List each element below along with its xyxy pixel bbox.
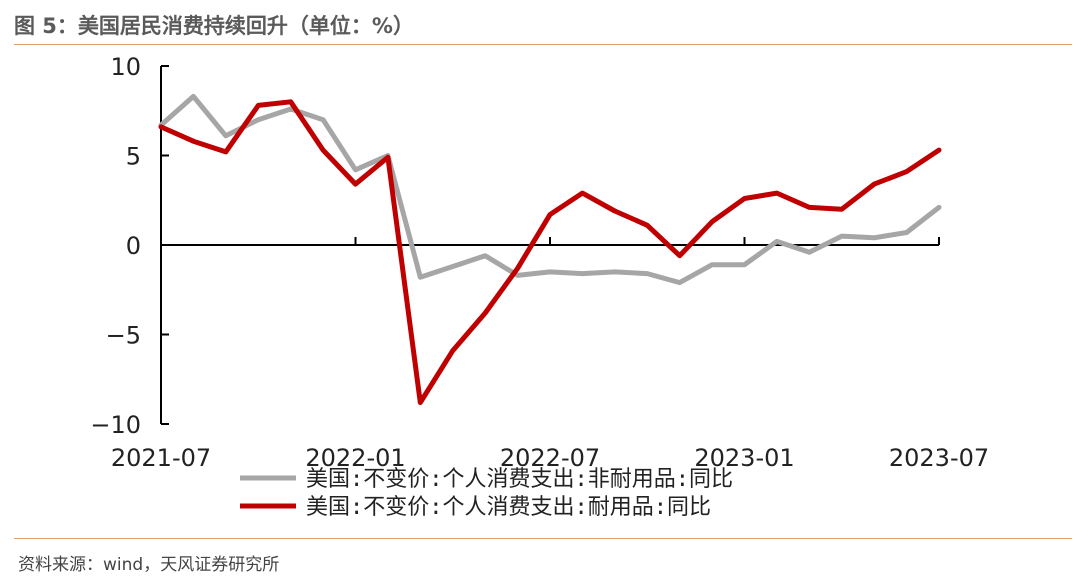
- legend-label: 美国:不变价:个人消费支出:非耐用品:同比: [306, 467, 733, 492]
- series-line-nondurable: [158, 93, 942, 286]
- y-tick-label: −10: [90, 411, 141, 439]
- y-tick-label: 5: [126, 143, 141, 171]
- source-note: 资料来源：wind，天风证券研究所: [18, 555, 280, 575]
- chart-title: 图 5：美国居民消费持续回升（单位：%）: [14, 14, 414, 38]
- top-divider: [14, 44, 1072, 45]
- x-tick-label: 2021-07: [111, 444, 211, 472]
- series-line-durable: [158, 99, 942, 405]
- y-tick-label: 10: [110, 53, 141, 81]
- x-tick-label: 2023-01: [694, 444, 794, 472]
- bottom-divider: [14, 538, 1072, 539]
- legend-label: 美国:不变价:个人消费支出:耐用品:同比: [306, 495, 711, 520]
- x-tick-label: 2022-07: [500, 444, 600, 472]
- y-tick-label: 0: [126, 232, 141, 260]
- x-tick-label: 2023-07: [889, 444, 989, 472]
- x-tick-label: 2022-01: [305, 444, 405, 472]
- y-tick-label: −5: [106, 322, 141, 350]
- line-chart: 10 5 0 −5 −10 2021-07 2022-01 2022-07 2023-01 202…: [90, 53, 989, 520]
